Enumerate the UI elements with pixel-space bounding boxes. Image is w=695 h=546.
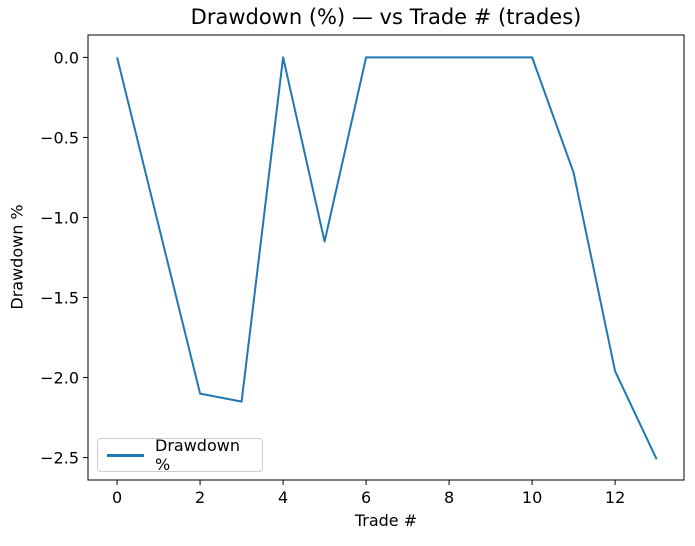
x-axis-label: Trade # bbox=[354, 511, 418, 530]
legend: Drawdown % bbox=[97, 436, 263, 474]
y-axis-ticks: 0.0 −0.5 −1.0 −1.5 −2.0 −2.5 bbox=[40, 48, 88, 468]
x-tick-label: 10 bbox=[522, 488, 542, 507]
x-tick-label: 2 bbox=[195, 488, 205, 507]
chart-title: Drawdown (%) — vs Trade # (trades) bbox=[190, 5, 582, 29]
drawdown-line bbox=[116, 56, 658, 460]
plot-area bbox=[87, 34, 685, 481]
y-tick-label: −1.0 bbox=[40, 208, 79, 227]
y-tick-label: −2.5 bbox=[40, 449, 79, 468]
y-tick-label: 0.0 bbox=[54, 48, 79, 67]
legend-label: Drawdown % bbox=[155, 436, 240, 474]
x-axis-ticks: 0 2 4 6 8 10 12 bbox=[112, 480, 625, 507]
x-tick-label: 4 bbox=[278, 488, 288, 507]
x-tick-label: 12 bbox=[605, 488, 625, 507]
y-tick-label: −1.5 bbox=[40, 289, 79, 308]
x-tick-label: 8 bbox=[444, 488, 454, 507]
x-tick-label: 6 bbox=[361, 488, 371, 507]
y-tick-label: −2.0 bbox=[40, 369, 79, 388]
legend-line-swatch bbox=[107, 453, 144, 457]
x-tick-label: 0 bbox=[112, 488, 122, 507]
y-tick-label: −0.5 bbox=[40, 128, 79, 147]
